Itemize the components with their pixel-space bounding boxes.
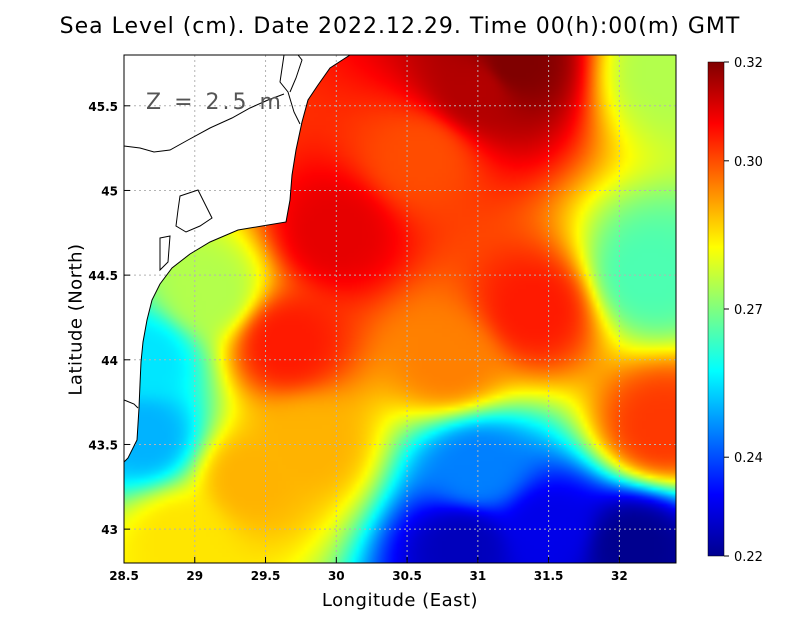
x-tick-label: 28.5 — [109, 569, 139, 583]
river-line — [124, 399, 139, 409]
estuary-outline — [279, 55, 303, 125]
x-tick-label: 30.5 — [392, 569, 422, 583]
country-border — [124, 93, 285, 153]
x-tick-label: 29.5 — [251, 569, 281, 583]
colorbar-tick-label: 0.24 — [734, 451, 763, 466]
grid-lines — [124, 55, 676, 563]
y-tick-label: 45.5 — [88, 100, 118, 114]
x-tick-label: 31 — [469, 569, 486, 583]
x-axis-ticks: 28.5 29 29.5 30 30.5 31 31.5 32 — [109, 557, 628, 583]
plot-frame — [123, 54, 677, 564]
lagoon-outline — [175, 189, 213, 233]
land-area — [124, 55, 350, 462]
y-axis-label: Latitude (North) — [65, 243, 87, 396]
coastline — [124, 55, 351, 463]
colorbar — [707, 61, 725, 557]
x-tick-label: 30 — [328, 569, 345, 583]
x-axis-label: Longitude (East) — [321, 590, 479, 611]
x-tick-label: 32 — [611, 569, 628, 583]
colorbar-tick-label: 0.27 — [734, 303, 763, 318]
colorbar-tick-label: 0.30 — [734, 155, 763, 170]
y-axis-ticks: 43 43.5 44 44.5 45 45.5 — [88, 100, 130, 537]
lagoon-outline — [159, 235, 171, 272]
y-tick-label: 45 — [101, 184, 118, 198]
colorbar-tick-label: 0.32 — [734, 56, 763, 71]
map-title: Sea Level (cm). Date 2022.12.29. Time 00… — [59, 14, 741, 39]
colorbar-tick-label: 0.22 — [734, 550, 763, 565]
y-tick-label: 44.5 — [88, 269, 118, 283]
y-tick-label: 43 — [101, 523, 118, 537]
depth-label: Z = 2.5 m — [146, 90, 284, 115]
colorbar-ticks: 0.32 0.30 0.27 0.24 0.22 — [724, 56, 763, 565]
y-tick-label: 43.5 — [88, 438, 118, 452]
x-tick-label: 29 — [186, 569, 203, 583]
x-tick-label: 31.5 — [534, 569, 564, 583]
y-tick-label: 44 — [101, 354, 118, 368]
